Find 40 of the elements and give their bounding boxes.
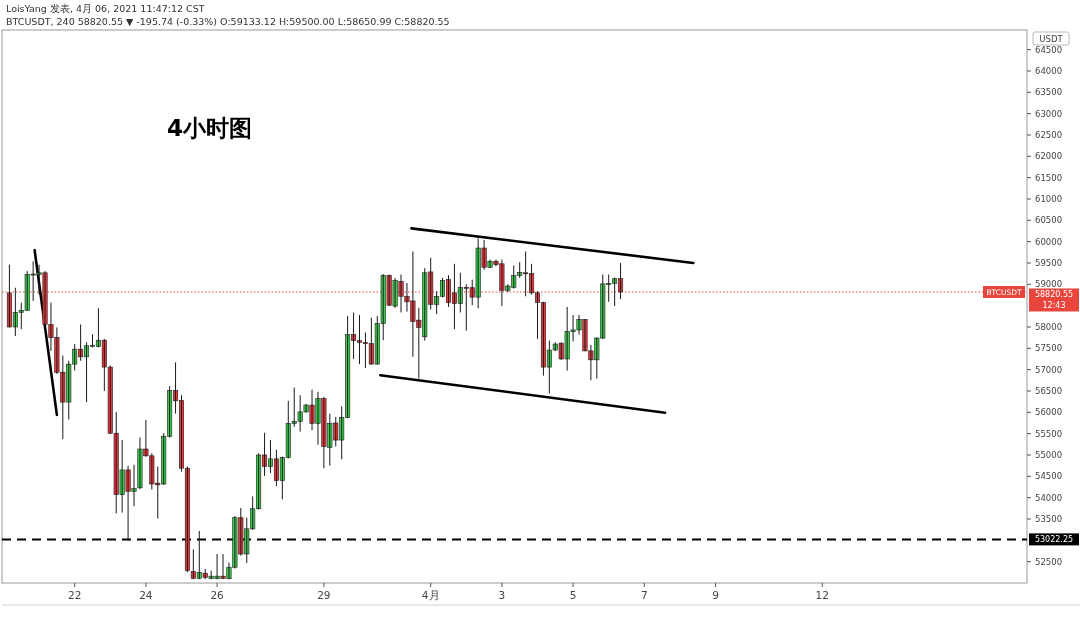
y-tick-label: 59000 — [1035, 279, 1063, 290]
y-tick-label: 58000 — [1035, 321, 1063, 332]
y-tick-label: 63000 — [1035, 108, 1063, 119]
y-tick-label: 55000 — [1035, 449, 1063, 460]
y-tick-label: 60500 — [1035, 215, 1063, 226]
y-tick-label: 61000 — [1035, 193, 1063, 204]
x-tick-label: 4月 — [421, 589, 440, 601]
y-tick-label: 55500 — [1035, 428, 1063, 439]
text: 12:43 — [1042, 301, 1066, 311]
x-tick-label: 29 — [317, 589, 331, 601]
ref-line-label: 53022.25 — [1034, 535, 1074, 545]
y-tick-label: 57000 — [1035, 364, 1063, 375]
x-tick-label: 5 — [569, 589, 577, 601]
y-tick-label: 57500 — [1035, 343, 1063, 354]
y-tick-label: 59500 — [1035, 257, 1063, 268]
y-tick-label: 61500 — [1035, 172, 1063, 183]
x-tick-label: 3 — [498, 589, 506, 601]
y-tick-label: 62500 — [1035, 129, 1063, 140]
text: 4小时图 — [167, 115, 253, 141]
x-tick-label: 26 — [210, 589, 225, 601]
y-tick-label: 63500 — [1035, 87, 1063, 98]
y-tick-label: 60000 — [1035, 236, 1063, 247]
y-tick-label: 64000 — [1035, 65, 1063, 76]
x-tick-label: 7 — [640, 589, 648, 601]
y-tick-label: 54500 — [1035, 471, 1063, 482]
text: BTCUSDT, 240 58820.55 ▼ -195.74 (-0.33%) O:59133.12 H:59500.00 L:58650.99 C:58820.55 — [6, 16, 450, 27]
y-tick-label: 52500 — [1035, 556, 1063, 567]
y-tick-label: 54000 — [1035, 492, 1063, 503]
x-tick-label: 22 — [68, 589, 82, 601]
x-tick-label: 9 — [712, 589, 719, 601]
y-axis-title: USDT — [1039, 34, 1064, 44]
y-tick-label: 64500 — [1035, 44, 1063, 55]
x-tick-label: 24 — [139, 589, 153, 601]
y-tick-label: 56500 — [1035, 385, 1063, 396]
text: 58820.55 — [1034, 290, 1074, 300]
y-tick-label: 62000 — [1035, 151, 1063, 162]
y-tick-label: 56000 — [1035, 407, 1063, 418]
x-tick-label: 12 — [815, 589, 829, 601]
text: LoisYang 发表, 4月 06, 2021 11:47:12 CST — [6, 3, 205, 14]
y-tick-label: 53500 — [1035, 513, 1063, 524]
